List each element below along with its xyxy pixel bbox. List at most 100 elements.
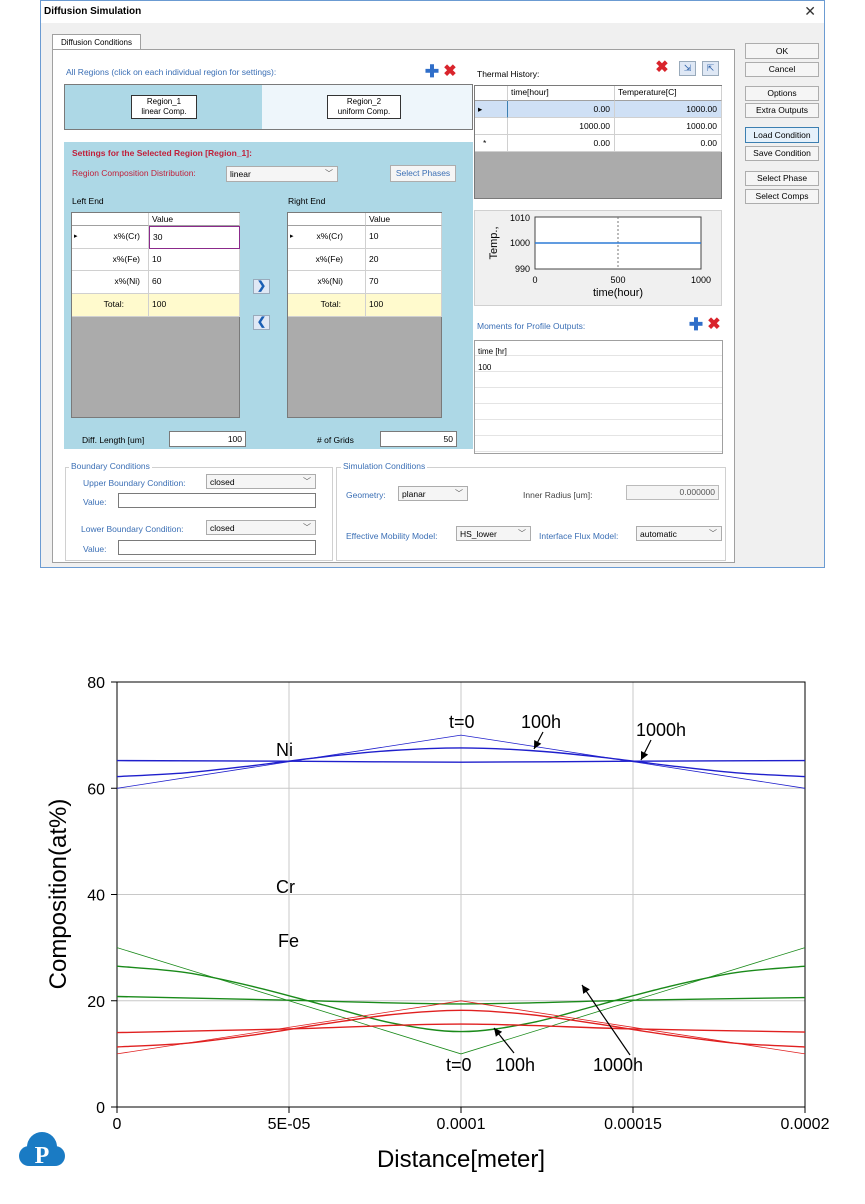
x-tick-label: 5E-05 <box>268 1116 311 1133</box>
select-comps-button[interactable]: Select Comps <box>745 189 819 204</box>
region-2-box[interactable]: Region_2 uniform Comp. <box>327 95 401 119</box>
series-line-ni-1000h <box>116 759 806 763</box>
boundary-conditions-group <box>65 467 333 561</box>
region-1-name: Region_1 <box>146 97 182 106</box>
chart-annotation: 1000h <box>636 720 686 740</box>
thermal-row-3-time[interactable]: 0.00 <box>508 135 615 152</box>
boundary-conditions-title: Boundary Conditions <box>69 461 152 471</box>
copy-right-arrow-icon[interactable]: ❯ <box>253 279 270 294</box>
export-icon[interactable]: ⇱ <box>702 61 719 76</box>
mobility-model-select[interactable]: HS_lower ﹀ <box>456 526 531 541</box>
moment-value[interactable]: 100 <box>478 363 492 372</box>
cloud-logo-icon: P <box>19 1132 65 1169</box>
diff-length-input[interactable]: 100 <box>169 431 246 447</box>
lower-boundary-select[interactable]: closed ﹀ <box>206 520 316 535</box>
right-row-cr-label: ▸ x%(Cr) <box>288 226 366 249</box>
interface-flux-label: Interface Flux Model: <box>539 531 619 541</box>
new-row-marker[interactable]: * <box>475 135 508 152</box>
cancel-button[interactable]: Cancel <box>745 62 819 77</box>
upper-boundary-label: Upper Boundary Condition: <box>83 478 186 488</box>
diffusion-conditions-panel: All Regions (click on each individual re… <box>52 49 735 563</box>
annotation-arrowhead <box>534 740 542 749</box>
upper-boundary-select[interactable]: closed ﹀ <box>206 474 316 489</box>
select-phases-button[interactable]: Select Phases <box>390 165 456 182</box>
save-condition-button[interactable]: Save Condition <box>745 146 819 161</box>
chart-annotation: Cr <box>276 877 295 897</box>
series-line-fe-1000h <box>116 1023 806 1034</box>
right-fe-value[interactable]: 20 <box>366 249 442 271</box>
left-end-label: Left End <box>72 196 104 206</box>
region-1-box[interactable]: Region_1 linear Comp. <box>131 95 197 119</box>
right-row-ni-label: x%(Ni) <box>288 271 366 294</box>
company-logo: P <box>17 1125 67 1175</box>
x-tick-label: 0.00015 <box>604 1116 662 1133</box>
x-tick-label: 0 <box>113 1116 122 1133</box>
series-line-cr-1000h <box>116 995 806 1005</box>
region-1-type: linear Comp. <box>141 107 187 116</box>
geometry-select[interactable]: planar ﹀ <box>398 486 468 501</box>
thermal-row-2-time[interactable]: 1000.00 <box>508 118 615 135</box>
chart-grid <box>116 681 806 1108</box>
moments-header: time [hr] <box>478 347 507 356</box>
inner-radius-input[interactable]: 0.000000 <box>626 485 719 500</box>
mini-xtick: 0 <box>532 275 537 285</box>
left-total-value: 100 <box>149 294 240 317</box>
thermal-row-1-temp[interactable]: 1000.00 <box>615 101 722 118</box>
thermal-row-1-time[interactable]: 0.00 <box>508 101 615 118</box>
right-value-header: Value <box>366 213 442 226</box>
delete-moment-icon[interactable]: ✖ <box>707 316 721 333</box>
chart-annotation: 100h <box>495 1055 535 1075</box>
thermal-row-3-temp[interactable]: 0.00 <box>615 135 722 152</box>
row-selector[interactable]: ▸ <box>475 101 508 118</box>
tab-diffusion-conditions[interactable]: Diffusion Conditions <box>52 34 141 51</box>
distribution-select[interactable]: linear ﹀ <box>226 166 338 182</box>
delete-region-icon[interactable]: ✖ <box>443 63 457 80</box>
chevron-down-icon: ﹀ <box>518 529 526 538</box>
delete-thermal-row-icon[interactable]: ✖ <box>655 59 669 76</box>
right-total-value: 100 <box>366 294 442 317</box>
chevron-down-icon: ﹀ <box>303 477 311 486</box>
close-icon[interactable]: ✕ <box>804 3 816 19</box>
left-fe-value[interactable]: 10 <box>149 249 240 271</box>
row-selector[interactable] <box>475 118 508 135</box>
lower-value-input[interactable] <box>118 540 316 555</box>
simulation-conditions-group <box>336 467 726 561</box>
distribution-label: Region Composition Distribution: <box>72 168 196 178</box>
y-tick-label: 20 <box>87 994 105 1011</box>
mini-xtick: 500 <box>610 275 625 285</box>
import-icon[interactable]: ⇲ <box>679 61 696 76</box>
mini-xtick: 1000 <box>691 275 711 285</box>
interface-flux-select[interactable]: automatic ﹀ <box>636 526 722 541</box>
chart-annotation: t=0 <box>449 712 475 732</box>
right-cr-value[interactable]: 10 <box>366 226 442 249</box>
grids-label: # of Grids <box>317 435 354 445</box>
lower-boundary-label: Lower Boundary Condition: <box>81 524 184 534</box>
left-row-total-label: Total: <box>72 294 149 317</box>
thermal-row-2-temp[interactable]: 1000.00 <box>615 118 722 135</box>
thermal-history-table: time[hour] Temperature[C] ▸ 0.00 1000.00… <box>474 85 722 199</box>
right-ni-value[interactable]: 70 <box>366 271 442 294</box>
chart-annotation: t=0 <box>446 1055 472 1075</box>
regions-heading: All Regions (click on each individual re… <box>66 67 277 77</box>
series-line-cr-100h <box>116 965 806 1033</box>
load-condition-button[interactable]: Load Condition <box>745 127 819 143</box>
chart-ticks: 0 5E-05 0.0001 0.00015 0.0002 0 20 40 60 80 <box>87 675 829 1133</box>
lower-value-label: Value: <box>83 544 107 554</box>
select-phase-button[interactable]: Select Phase <box>745 171 819 186</box>
diff-length-label: Diff. Length [um] <box>82 435 145 445</box>
add-region-icon[interactable]: ✚ <box>424 62 440 81</box>
region-settings-panel: Settings for the Selected Region [Region… <box>64 142 473 449</box>
left-ni-value[interactable]: 60 <box>149 271 240 294</box>
options-button[interactable]: Options <box>745 86 819 101</box>
mini-ytick: 990 <box>515 264 530 274</box>
left-cr-value[interactable]: 30 <box>149 226 240 249</box>
add-moment-icon[interactable]: ✚ <box>688 315 704 334</box>
mini-ytick: 1000 <box>510 238 530 248</box>
ok-button[interactable]: OK <box>745 43 819 59</box>
grids-input[interactable]: 50 <box>380 431 457 447</box>
composition-profile-chart: 0 5E-05 0.0001 0.00015 0.0002 0 20 40 60 80 Ni t=0… <box>45 675 830 1173</box>
left-row-ni-label: x%(Ni) <box>72 271 149 294</box>
copy-left-arrow-icon[interactable]: ❮ <box>253 315 270 330</box>
upper-value-input[interactable] <box>118 493 316 508</box>
extra-outputs-button[interactable]: Extra Outputs <box>745 103 819 118</box>
